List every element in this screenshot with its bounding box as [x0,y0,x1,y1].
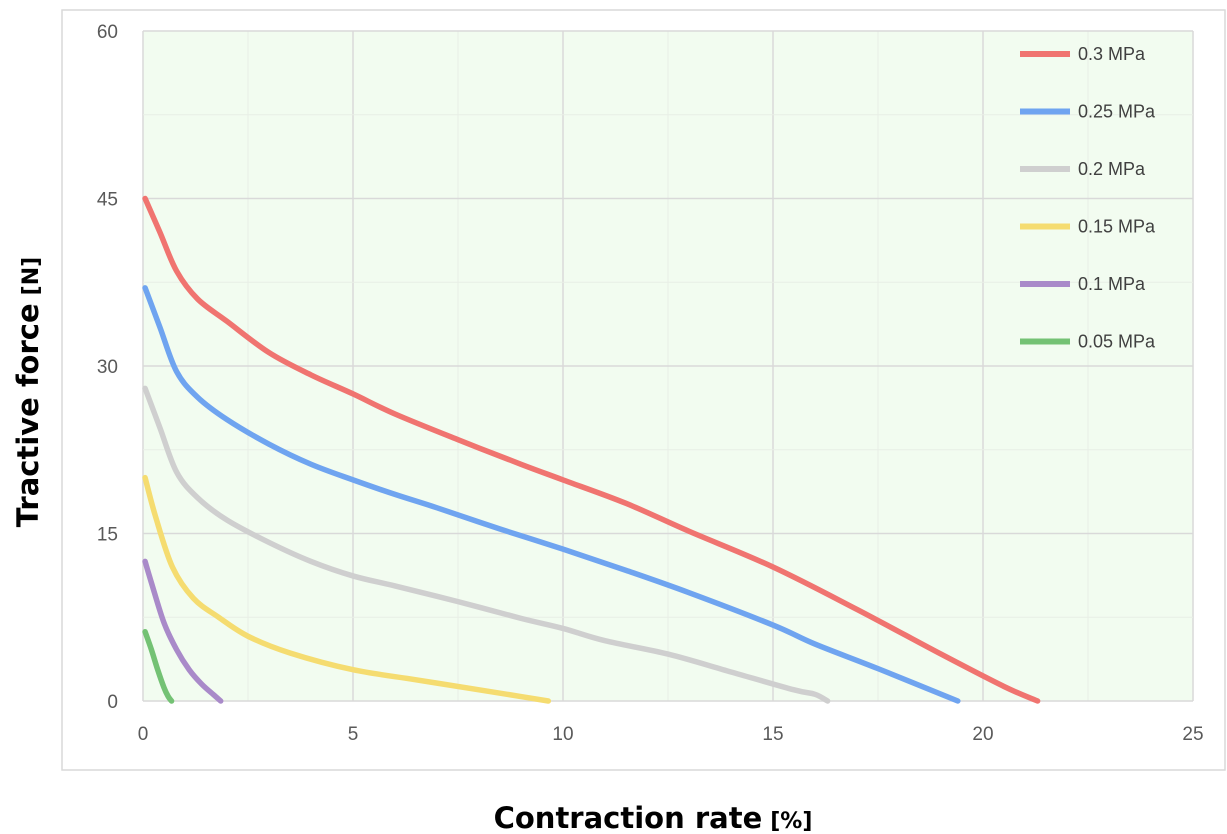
series-line [142,629,175,704]
x-axis-ticks: 0 5 10 15 20 25 [138,724,1204,745]
series-line [142,385,831,704]
x-tick-label: 25 [1182,724,1203,745]
x-tick-label: 20 [972,724,993,745]
y-axis-ticks: 0 15 30 45 60 [97,22,118,713]
legend-label: 0.15 MPa [1078,217,1156,237]
series-line [142,195,1041,704]
y-tick-label: 60 [97,22,118,43]
legend-label: 0.2 MPa [1078,159,1146,179]
x-tick-label: 5 [348,724,359,745]
gridlines [142,30,1194,702]
x-axis-unit: [%] [770,809,812,834]
x-tick-label: 10 [552,724,573,745]
y-tick-label: 0 [107,692,118,713]
x-tick-label: 0 [138,724,149,745]
y-axis-title: Tractive force [N] [11,257,45,527]
y-axis-label: Tractive force [11,303,45,527]
legend-label: 0.3 MPa [1078,44,1146,64]
legend-label: 0.25 MPa [1078,102,1156,122]
legend: 0.3 MPa 0.25 MPa 0.2 MPa 0.15 MPa 0.1 MPa 0.0… [1020,44,1156,352]
series-line [142,558,224,704]
x-axis-title: Contraction rate [%] [494,801,813,834]
series-lines [142,195,1041,704]
y-tick-label: 30 [97,357,118,378]
y-tick-label: 15 [97,525,118,546]
x-axis-label: Contraction rate [494,801,763,834]
legend-label: 0.05 MPa [1078,332,1156,352]
y-tick-label: 45 [97,190,118,211]
x-tick-label: 15 [762,724,783,745]
series-line [142,285,961,704]
y-axis-unit: [N] [19,257,44,296]
series-line [142,474,552,704]
legend-label: 0.1 MPa [1078,274,1146,294]
